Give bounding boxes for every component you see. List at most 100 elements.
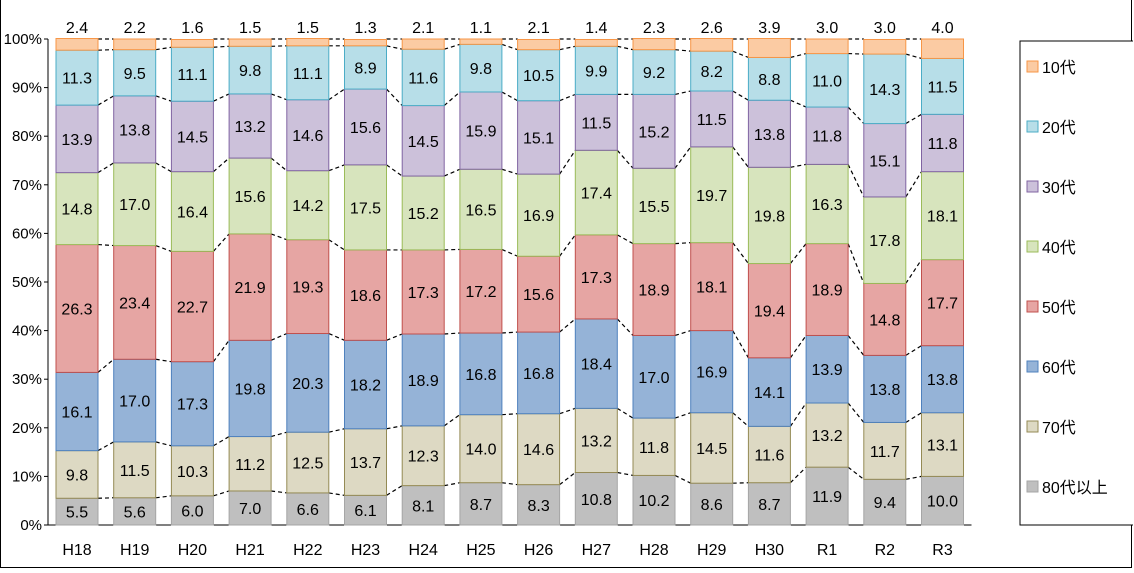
data-label: 2.1 bbox=[527, 20, 549, 37]
data-label: 1.1 bbox=[470, 20, 492, 37]
data-label: 14.5 bbox=[408, 134, 439, 151]
series-connector-line bbox=[790, 164, 806, 167]
data-label: 16.8 bbox=[523, 366, 554, 383]
x-tick-label: H23 bbox=[351, 542, 380, 559]
data-label: 13.7 bbox=[350, 455, 381, 472]
data-label: 17.0 bbox=[119, 394, 150, 411]
data-label: 18.4 bbox=[581, 357, 612, 374]
x-tick-label: H30 bbox=[755, 542, 784, 559]
series-connector-line bbox=[906, 172, 922, 197]
data-label: 11.5 bbox=[581, 115, 611, 132]
series-connector-line bbox=[213, 158, 229, 172]
data-label: 18.1 bbox=[696, 280, 727, 297]
series-connector-line bbox=[502, 414, 518, 415]
series-connector-line bbox=[387, 165, 403, 176]
data-label: 19.8 bbox=[235, 381, 266, 398]
series-connector-line bbox=[617, 150, 633, 168]
data-label: 5.5 bbox=[66, 505, 88, 522]
data-label: 8.6 bbox=[701, 497, 723, 514]
series-connector-line bbox=[733, 413, 749, 427]
data-label: 2.6 bbox=[701, 20, 723, 37]
data-label: 8.8 bbox=[758, 72, 780, 89]
series-connector-line bbox=[502, 169, 518, 174]
legend-entry: 50代 bbox=[1042, 299, 1076, 317]
data-label: 14.6 bbox=[292, 128, 323, 145]
data-label: 14.3 bbox=[869, 82, 900, 99]
series-connector-line bbox=[675, 475, 691, 483]
series-connector-line bbox=[733, 91, 749, 100]
series-connector-line bbox=[444, 169, 460, 176]
data-label: 13.2 bbox=[812, 428, 843, 445]
data-label: 11.8 bbox=[928, 136, 958, 153]
data-label: 17.8 bbox=[869, 233, 900, 250]
data-label: 15.9 bbox=[465, 124, 496, 141]
data-label: 1.3 bbox=[354, 20, 376, 37]
data-label: 13.2 bbox=[235, 119, 266, 136]
data-label: 20.3 bbox=[292, 376, 323, 393]
data-label: 2.1 bbox=[412, 20, 434, 37]
series-connector-line bbox=[560, 235, 576, 256]
series-connector-line bbox=[617, 408, 633, 418]
data-label: 15.6 bbox=[235, 189, 266, 206]
data-label: 17.3 bbox=[177, 397, 208, 414]
series-connector-line bbox=[733, 331, 749, 358]
data-label: 1.5 bbox=[239, 20, 261, 37]
series-connector-line bbox=[675, 147, 691, 168]
series-connector-line bbox=[98, 163, 114, 173]
series-connector-line bbox=[502, 92, 518, 101]
data-label: 8.2 bbox=[701, 64, 723, 81]
data-label: 14.1 bbox=[754, 385, 785, 402]
data-label: 13.2 bbox=[581, 433, 612, 450]
data-label: 23.4 bbox=[119, 295, 150, 312]
data-label: 18.6 bbox=[350, 288, 381, 305]
y-tick-label: 0% bbox=[20, 517, 42, 534]
data-label: 15.5 bbox=[638, 199, 669, 216]
data-label: 11.6 bbox=[408, 70, 438, 87]
data-label: 11.1 bbox=[293, 66, 323, 83]
series-connector-line bbox=[271, 158, 287, 171]
legend-entry: 40代 bbox=[1042, 239, 1076, 257]
bar-segment-10代 bbox=[229, 39, 271, 46]
bar-segment-10代 bbox=[922, 39, 964, 58]
data-label: 2.2 bbox=[124, 20, 146, 37]
data-label: 17.3 bbox=[581, 270, 612, 287]
x-tick-label: H21 bbox=[235, 542, 264, 559]
series-connector-line bbox=[98, 245, 114, 246]
legend-swatch bbox=[1027, 421, 1038, 432]
series-connector-line bbox=[906, 476, 922, 479]
series-connector-line bbox=[848, 244, 864, 284]
data-label: 3.0 bbox=[816, 20, 838, 37]
series-connector-line bbox=[271, 334, 287, 341]
series-connector-line bbox=[675, 50, 691, 51]
data-label: 22.7 bbox=[177, 300, 208, 317]
x-tick-label: H28 bbox=[639, 542, 668, 559]
data-label: 19.4 bbox=[754, 304, 785, 321]
data-label: 19.7 bbox=[696, 188, 727, 205]
legend-entry: 10代 bbox=[1042, 59, 1076, 77]
series-connector-line bbox=[733, 147, 749, 167]
data-label: 2.3 bbox=[643, 20, 665, 37]
data-label: 14.8 bbox=[61, 202, 92, 219]
data-label: 1.5 bbox=[297, 20, 319, 37]
data-label: 9.9 bbox=[585, 63, 607, 80]
x-tick-label: H18 bbox=[62, 542, 91, 559]
series-connector-line bbox=[790, 100, 806, 107]
series-connector-line bbox=[271, 234, 287, 240]
series-connector-line bbox=[98, 442, 114, 451]
series-connector-line bbox=[271, 491, 287, 493]
series-connector-line bbox=[98, 96, 114, 105]
legend-swatch bbox=[1027, 121, 1038, 132]
data-label: 11.5 bbox=[928, 79, 958, 96]
data-label: 12.3 bbox=[408, 449, 439, 466]
series-connector-line bbox=[387, 334, 403, 340]
data-label: 15.1 bbox=[869, 153, 900, 170]
data-label: 1.4 bbox=[585, 20, 607, 37]
series-connector-line bbox=[502, 249, 518, 256]
series-connector-line bbox=[848, 335, 864, 355]
series-connector-line bbox=[848, 467, 864, 479]
data-label: 15.2 bbox=[408, 206, 439, 223]
data-label: 13.8 bbox=[869, 382, 900, 399]
data-label: 3.9 bbox=[758, 20, 780, 37]
data-label: 16.3 bbox=[812, 197, 843, 214]
